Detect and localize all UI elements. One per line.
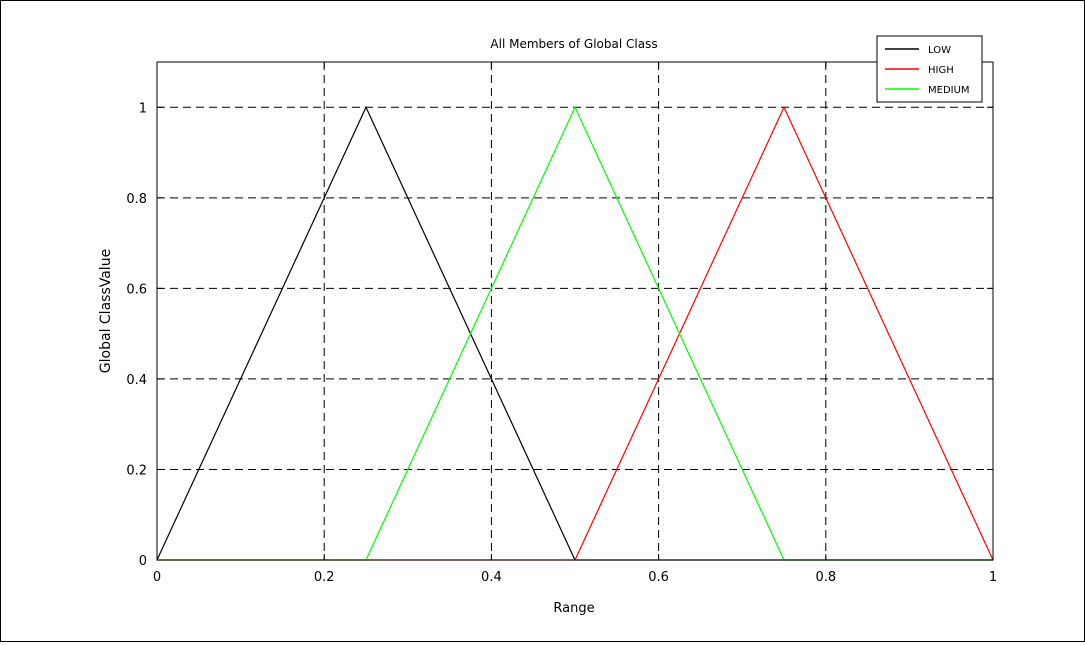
x-tick-label: 0 bbox=[153, 570, 161, 585]
legend: LOW HIGH MEDIUM bbox=[876, 35, 983, 103]
legend-label-medium: MEDIUM bbox=[928, 85, 970, 96]
x-tick-label: 0.2 bbox=[314, 570, 335, 585]
x-tick-label: 0.6 bbox=[648, 570, 669, 585]
series-line-high bbox=[157, 105, 994, 561]
x-tick-label: 1 bbox=[989, 570, 997, 585]
series-line-low bbox=[156, 105, 993, 561]
y-tick-label: 0 bbox=[139, 554, 147, 569]
axis-ticks: 0 0.2 0.4 0.6 0.8 1 0 0.2 0.4 0.6 0.8 1 bbox=[126, 62, 997, 585]
chart-title: All Members of Global Class bbox=[490, 37, 657, 51]
grid-lines bbox=[157, 62, 993, 560]
y-tick-label: 1 bbox=[139, 101, 147, 116]
y-tick-label: 0.2 bbox=[126, 463, 147, 478]
y-tick-label: 0.8 bbox=[126, 192, 147, 207]
plot-area-border bbox=[156, 61, 994, 561]
series-lines bbox=[156, 105, 994, 561]
series-line-medium bbox=[157, 105, 993, 561]
y-tick-label: 0.6 bbox=[126, 282, 147, 297]
x-tick-label: 0.8 bbox=[815, 570, 836, 585]
legend-label-low: LOW bbox=[928, 45, 951, 56]
x-axis-label: Range bbox=[553, 601, 594, 616]
y-tick-label: 0.4 bbox=[126, 373, 147, 388]
y-axis-label: Global ClassValue bbox=[98, 249, 114, 373]
legend-label-high: HIGH bbox=[928, 65, 954, 76]
x-tick-label: 0.4 bbox=[481, 570, 502, 585]
